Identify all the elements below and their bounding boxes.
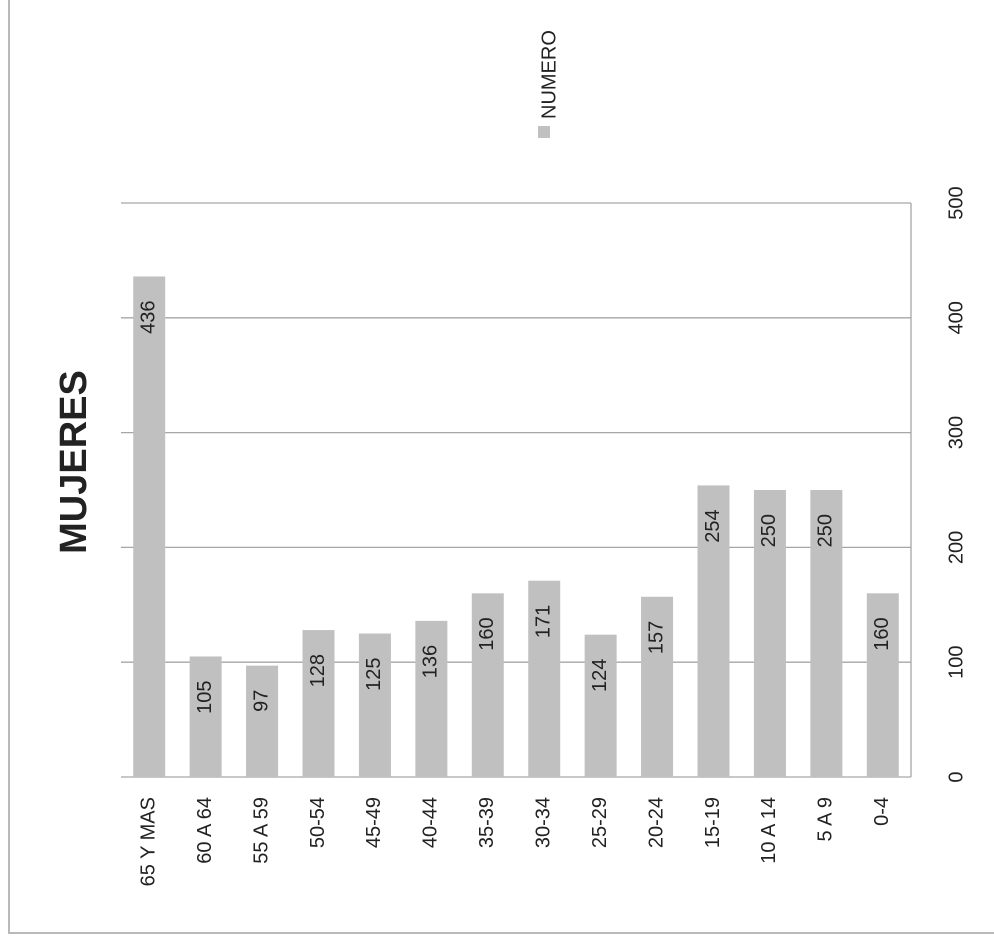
category-label: 10 A 14 [758,797,780,864]
value-tick-label: 500 [945,186,967,219]
category-label: 30-34 [532,797,554,848]
bar [302,630,335,777]
bar [753,490,786,777]
data-label: 136 [420,645,442,678]
category-label: 50-54 [307,797,329,848]
bar [866,593,899,777]
category-label: 20-24 [645,797,667,848]
data-label: 160 [871,617,893,650]
bar [415,620,448,777]
value-tick-label: 100 [945,646,967,679]
category-label: 65 Y MAS [137,797,159,886]
bar [189,656,222,777]
value-axis: 0 100 200 300 400 500 [945,186,967,782]
category-label: 45-49 [363,797,385,848]
data-label: 160 [476,617,498,650]
data-label: 250 [815,514,837,547]
category-label: 15-19 [702,797,724,848]
bar [246,665,279,777]
category-label: 5 A 9 [815,797,837,842]
value-tick-label: 400 [945,301,967,334]
value-tick-label: 200 [945,531,967,564]
data-label: 171 [532,605,554,638]
data-label: 128 [307,654,329,687]
grid-layer [121,202,912,778]
data-label: 436 [137,300,159,333]
data-label: 157 [645,621,667,654]
category-label: 35-39 [476,797,498,848]
bar [528,580,561,777]
label-layer: 436 105 97 128 125 136 160 171 124 157 254 250 250 16… [137,300,893,713]
data-label: 97 [250,690,272,712]
bar [133,276,166,777]
chart-title: MUJERES [53,370,95,554]
category-label: 40-44 [420,797,442,848]
bar [810,490,843,777]
bar [471,593,504,777]
data-label: 254 [702,509,724,542]
data-label: 105 [194,680,216,713]
data-label: 250 [758,514,780,547]
category-label: 60 A 64 [194,797,216,864]
data-label: 124 [589,659,611,692]
bar [641,596,674,777]
bar [697,485,730,777]
bar-layer [133,276,899,777]
chart-frame [8,0,994,934]
data-label: 125 [363,658,385,691]
bar [584,634,617,777]
value-tick-label: 0 [945,771,967,782]
category-label: 25-29 [589,797,611,848]
category-axis: 65 Y MAS 60 A 64 55 A 59 50-54 45-49 40-44 35-… [137,797,893,886]
legend-swatch [538,126,550,138]
category-label: 0-4 [871,797,893,826]
legend: NUMERO [538,30,560,138]
category-label: 55 A 59 [250,797,272,864]
bar [358,633,391,777]
value-tick-label: 300 [945,416,967,449]
legend-label: NUMERO [538,30,560,119]
